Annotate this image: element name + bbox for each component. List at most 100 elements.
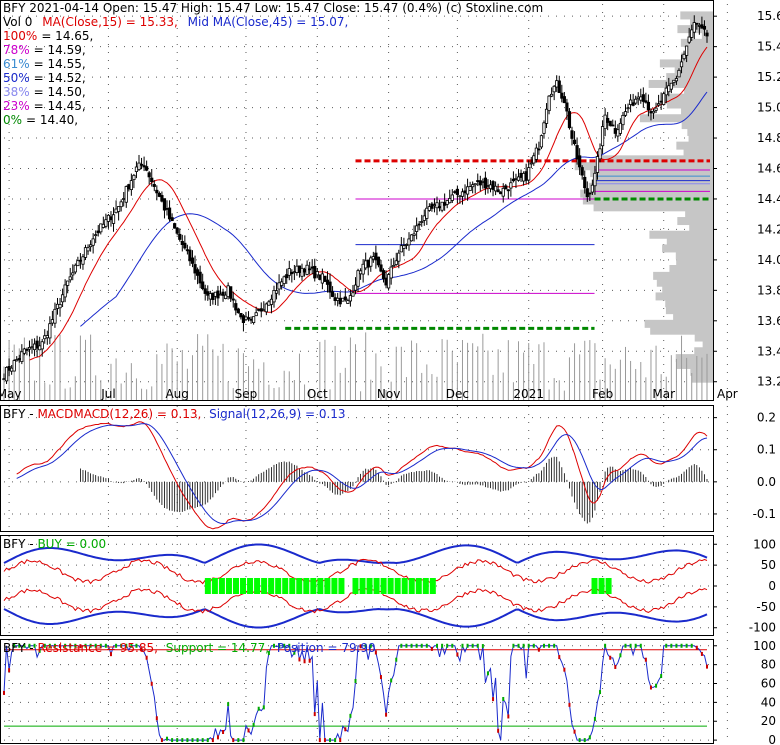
candle-body	[560, 92, 564, 99]
candle-body	[285, 274, 289, 279]
fib-label: 23% = 14.45,	[3, 99, 86, 113]
position-mark	[410, 643, 413, 648]
candle-body	[499, 191, 503, 195]
position-mark	[665, 643, 668, 648]
position-mark	[629, 643, 632, 648]
candle-body	[572, 139, 577, 145]
buy-signal	[415, 578, 422, 594]
candle-body	[83, 247, 88, 258]
position-mark	[344, 727, 347, 732]
candle-body	[267, 301, 271, 306]
price-tick-label: 13.6	[757, 314, 780, 328]
price-tick-label: 15.0	[757, 101, 780, 115]
candle-body	[463, 190, 467, 194]
volume-profile-bar	[681, 52, 713, 61]
position-mark	[532, 643, 535, 648]
position-mark	[216, 735, 219, 740]
position-mark	[675, 643, 678, 648]
position-mark	[451, 643, 454, 648]
fib-label-pct: 50%	[3, 71, 30, 85]
candle-body	[35, 340, 39, 349]
buy-signal	[591, 578, 598, 594]
candle-body	[455, 188, 459, 195]
candle-body	[481, 181, 485, 183]
macd-panel-frame	[0, 405, 714, 532]
price-tick-label: 14.2	[757, 222, 780, 236]
candle-body	[465, 186, 470, 195]
position-mark	[660, 674, 663, 679]
candle-body	[239, 312, 243, 318]
candle-body	[374, 252, 378, 261]
volume-profile-bar	[659, 59, 713, 68]
fib-label: 78% = 14.59,	[3, 43, 86, 57]
candle-body	[384, 277, 388, 286]
position-mark	[339, 738, 342, 743]
position-mark	[252, 722, 255, 727]
position-mark	[364, 643, 367, 648]
candle-body	[440, 201, 444, 211]
position-mark	[655, 683, 658, 688]
candle-body	[603, 114, 607, 130]
candle-body	[399, 245, 403, 253]
candle-body	[162, 198, 167, 211]
date-tick-label: Apr	[717, 387, 738, 401]
position-mark	[573, 729, 576, 734]
position-mark	[171, 738, 174, 743]
candle-body	[25, 349, 29, 351]
candle-body	[552, 85, 556, 93]
candle-body	[527, 167, 531, 181]
candle-body	[96, 230, 100, 234]
candle-body	[234, 303, 238, 311]
candle-body	[562, 96, 566, 104]
candle-body	[272, 290, 276, 303]
position-mark	[644, 657, 647, 662]
position-mark	[242, 738, 245, 743]
candle-body	[15, 359, 19, 362]
buy-signal	[268, 578, 275, 594]
candle-body	[71, 272, 75, 276]
buy-label-prefix: BFY -	[3, 537, 37, 551]
position-mark	[334, 738, 337, 743]
candle-body	[460, 191, 465, 197]
position-mark	[461, 643, 464, 648]
volume-profile-bar	[639, 114, 713, 123]
candle-body	[682, 53, 686, 60]
position-mark	[89, 643, 92, 648]
candle-body	[287, 268, 291, 276]
candle-body	[152, 184, 156, 187]
candle-body	[236, 308, 240, 314]
candle-body	[570, 130, 574, 139]
position-mark	[227, 702, 230, 707]
candle-body	[257, 308, 261, 311]
candle-body	[348, 295, 353, 302]
fib-label-value: = 14.59,	[34, 43, 86, 57]
candle-body	[221, 291, 225, 296]
volume-profile-bar	[666, 100, 713, 109]
buy-signal	[232, 578, 239, 594]
price-tick-label: 13.2	[757, 375, 780, 389]
candle-body	[259, 308, 263, 312]
candle-body	[692, 22, 696, 33]
position-mark	[247, 728, 250, 733]
candle-body	[445, 200, 449, 205]
position-mark	[94, 643, 97, 648]
candle-body	[501, 187, 505, 197]
buy-signal	[204, 578, 211, 594]
rsp-tick-label: 100	[753, 639, 776, 653]
position-mark	[614, 664, 617, 669]
candle-body	[308, 268, 312, 271]
candle-body	[420, 221, 424, 223]
buy-signal	[359, 578, 366, 594]
position-mark	[272, 643, 275, 648]
candle-body	[269, 298, 274, 305]
candle-body	[705, 32, 709, 37]
candle-body	[628, 99, 633, 105]
buy-upper-band	[3, 543, 708, 565]
candle-body	[185, 249, 189, 252]
position-mark	[706, 664, 708, 669]
macd-label-signal: Signal(12,26,9) = 0.13	[209, 407, 345, 421]
candle-body	[282, 276, 286, 284]
position-mark	[542, 643, 545, 648]
buy-signal	[282, 578, 289, 594]
candle-body	[514, 178, 518, 180]
